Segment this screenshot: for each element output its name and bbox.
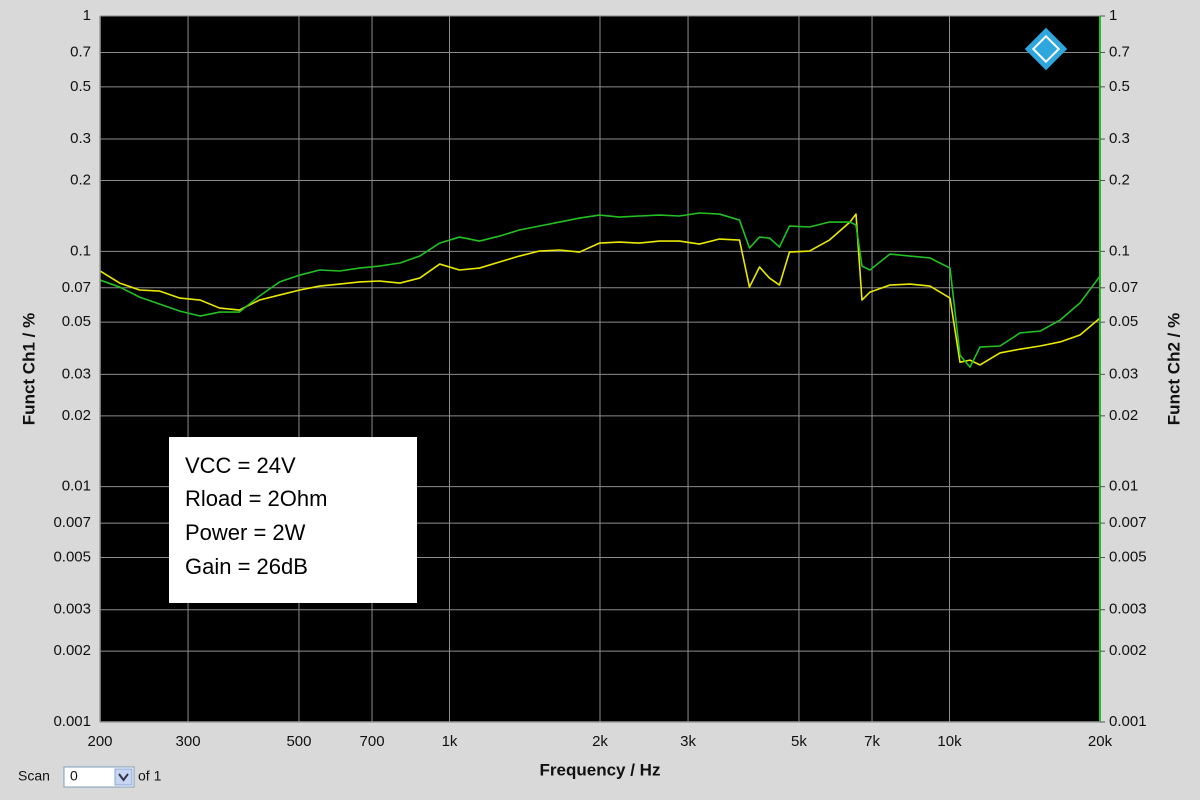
x-tick-label: 500	[286, 733, 311, 750]
y-tick-label: 0.05	[62, 313, 91, 330]
annotation-bg	[169, 437, 417, 603]
y2-tick-label: 0.05	[1109, 313, 1138, 330]
dropdown-arrow	[118, 773, 129, 782]
y2-tick-label: 0.2	[1109, 171, 1130, 188]
annotation-box: VCC = 24V Rload = 2Ohm Power = 2W Gain =…	[169, 437, 417, 603]
y-tick-label: 0.7	[70, 43, 91, 60]
annotation-text: Gain = 26dB	[185, 554, 308, 579]
scan-label: Scan	[18, 768, 50, 784]
y2-tick-label: 0.07	[1109, 279, 1138, 296]
x-axis-label: Frequency / Hz	[540, 760, 661, 779]
lines	[99, 212, 1101, 368]
y2-tick-label: 1	[1109, 7, 1117, 24]
annotation-text: VCC = 24V	[185, 453, 296, 478]
scan-control: Scan 0 of 1	[18, 766, 162, 788]
x-tick-label: 3k	[680, 733, 696, 750]
y2-tick-label: 0.3	[1109, 130, 1130, 147]
y-tick-label: 0.5	[70, 78, 91, 95]
y2-tick-label: 0.5	[1109, 78, 1130, 95]
y2-tick-label: 0.03	[1109, 365, 1138, 382]
y-tick-label: 0.001	[53, 713, 91, 730]
y2-tick-label: 0.1	[1109, 242, 1130, 259]
x-tick-label: 2k	[592, 733, 608, 750]
y2-tick-label: 0.7	[1109, 43, 1130, 60]
y-tick-label: 0.3	[70, 130, 91, 147]
y2-tick-label: 0.007	[1109, 514, 1147, 531]
y-tick-label: 1	[83, 7, 91, 24]
y-tick-label: 0.02	[62, 407, 91, 424]
scan-dropdown-button[interactable]	[114, 768, 133, 786]
x-tick-label: 20k	[1088, 733, 1113, 750]
y-tick-label: 0.2	[70, 171, 91, 188]
y2-tick-label: 0.003	[1109, 601, 1147, 618]
y2-tick-label: 0.02	[1109, 407, 1138, 424]
y2-tick-label: 0.002	[1109, 642, 1147, 659]
x-tick-label: 1k	[442, 733, 458, 750]
y2-axis-label: Funct Ch2 / %	[1164, 313, 1183, 425]
annotation-text: Power = 2W	[185, 520, 306, 545]
y2-tick-label: 0.001	[1109, 713, 1147, 730]
scan-value: 0	[70, 768, 78, 784]
x-tick-label: 7k	[864, 733, 880, 750]
y-tick-label: 0.07	[62, 279, 91, 296]
x-tick-label: 5k	[791, 733, 807, 750]
logo-inner	[1031, 34, 1061, 64]
logo	[1024, 27, 1068, 71]
x-tick-label: 200	[87, 733, 112, 750]
logo-diamond	[1024, 27, 1068, 71]
scan-of: of 1	[138, 768, 162, 784]
y-tick-label: 0.005	[53, 548, 91, 565]
x-tick-label: 700	[360, 733, 385, 750]
y-tick-label: 0.007	[53, 514, 91, 531]
y-axis-label: Funct Ch1 / %	[19, 313, 38, 425]
series-line	[99, 213, 1101, 366]
annotation-text: Rload = 2Ohm	[185, 486, 327, 511]
y-tick-label: 0.1	[70, 242, 91, 259]
y-tick-label: 0.003	[53, 601, 91, 618]
y2-tick-label: 0.01	[1109, 478, 1138, 495]
y-tick-label: 0.03	[62, 365, 91, 382]
y-tick-label: 0.01	[62, 478, 91, 495]
x-tick-label: 300	[176, 733, 201, 750]
x-tick-label: 10k	[937, 733, 962, 750]
series-line	[99, 212, 1101, 368]
y2-tick-label: 0.005	[1109, 548, 1147, 565]
y-tick-label: 0.002	[53, 642, 91, 659]
